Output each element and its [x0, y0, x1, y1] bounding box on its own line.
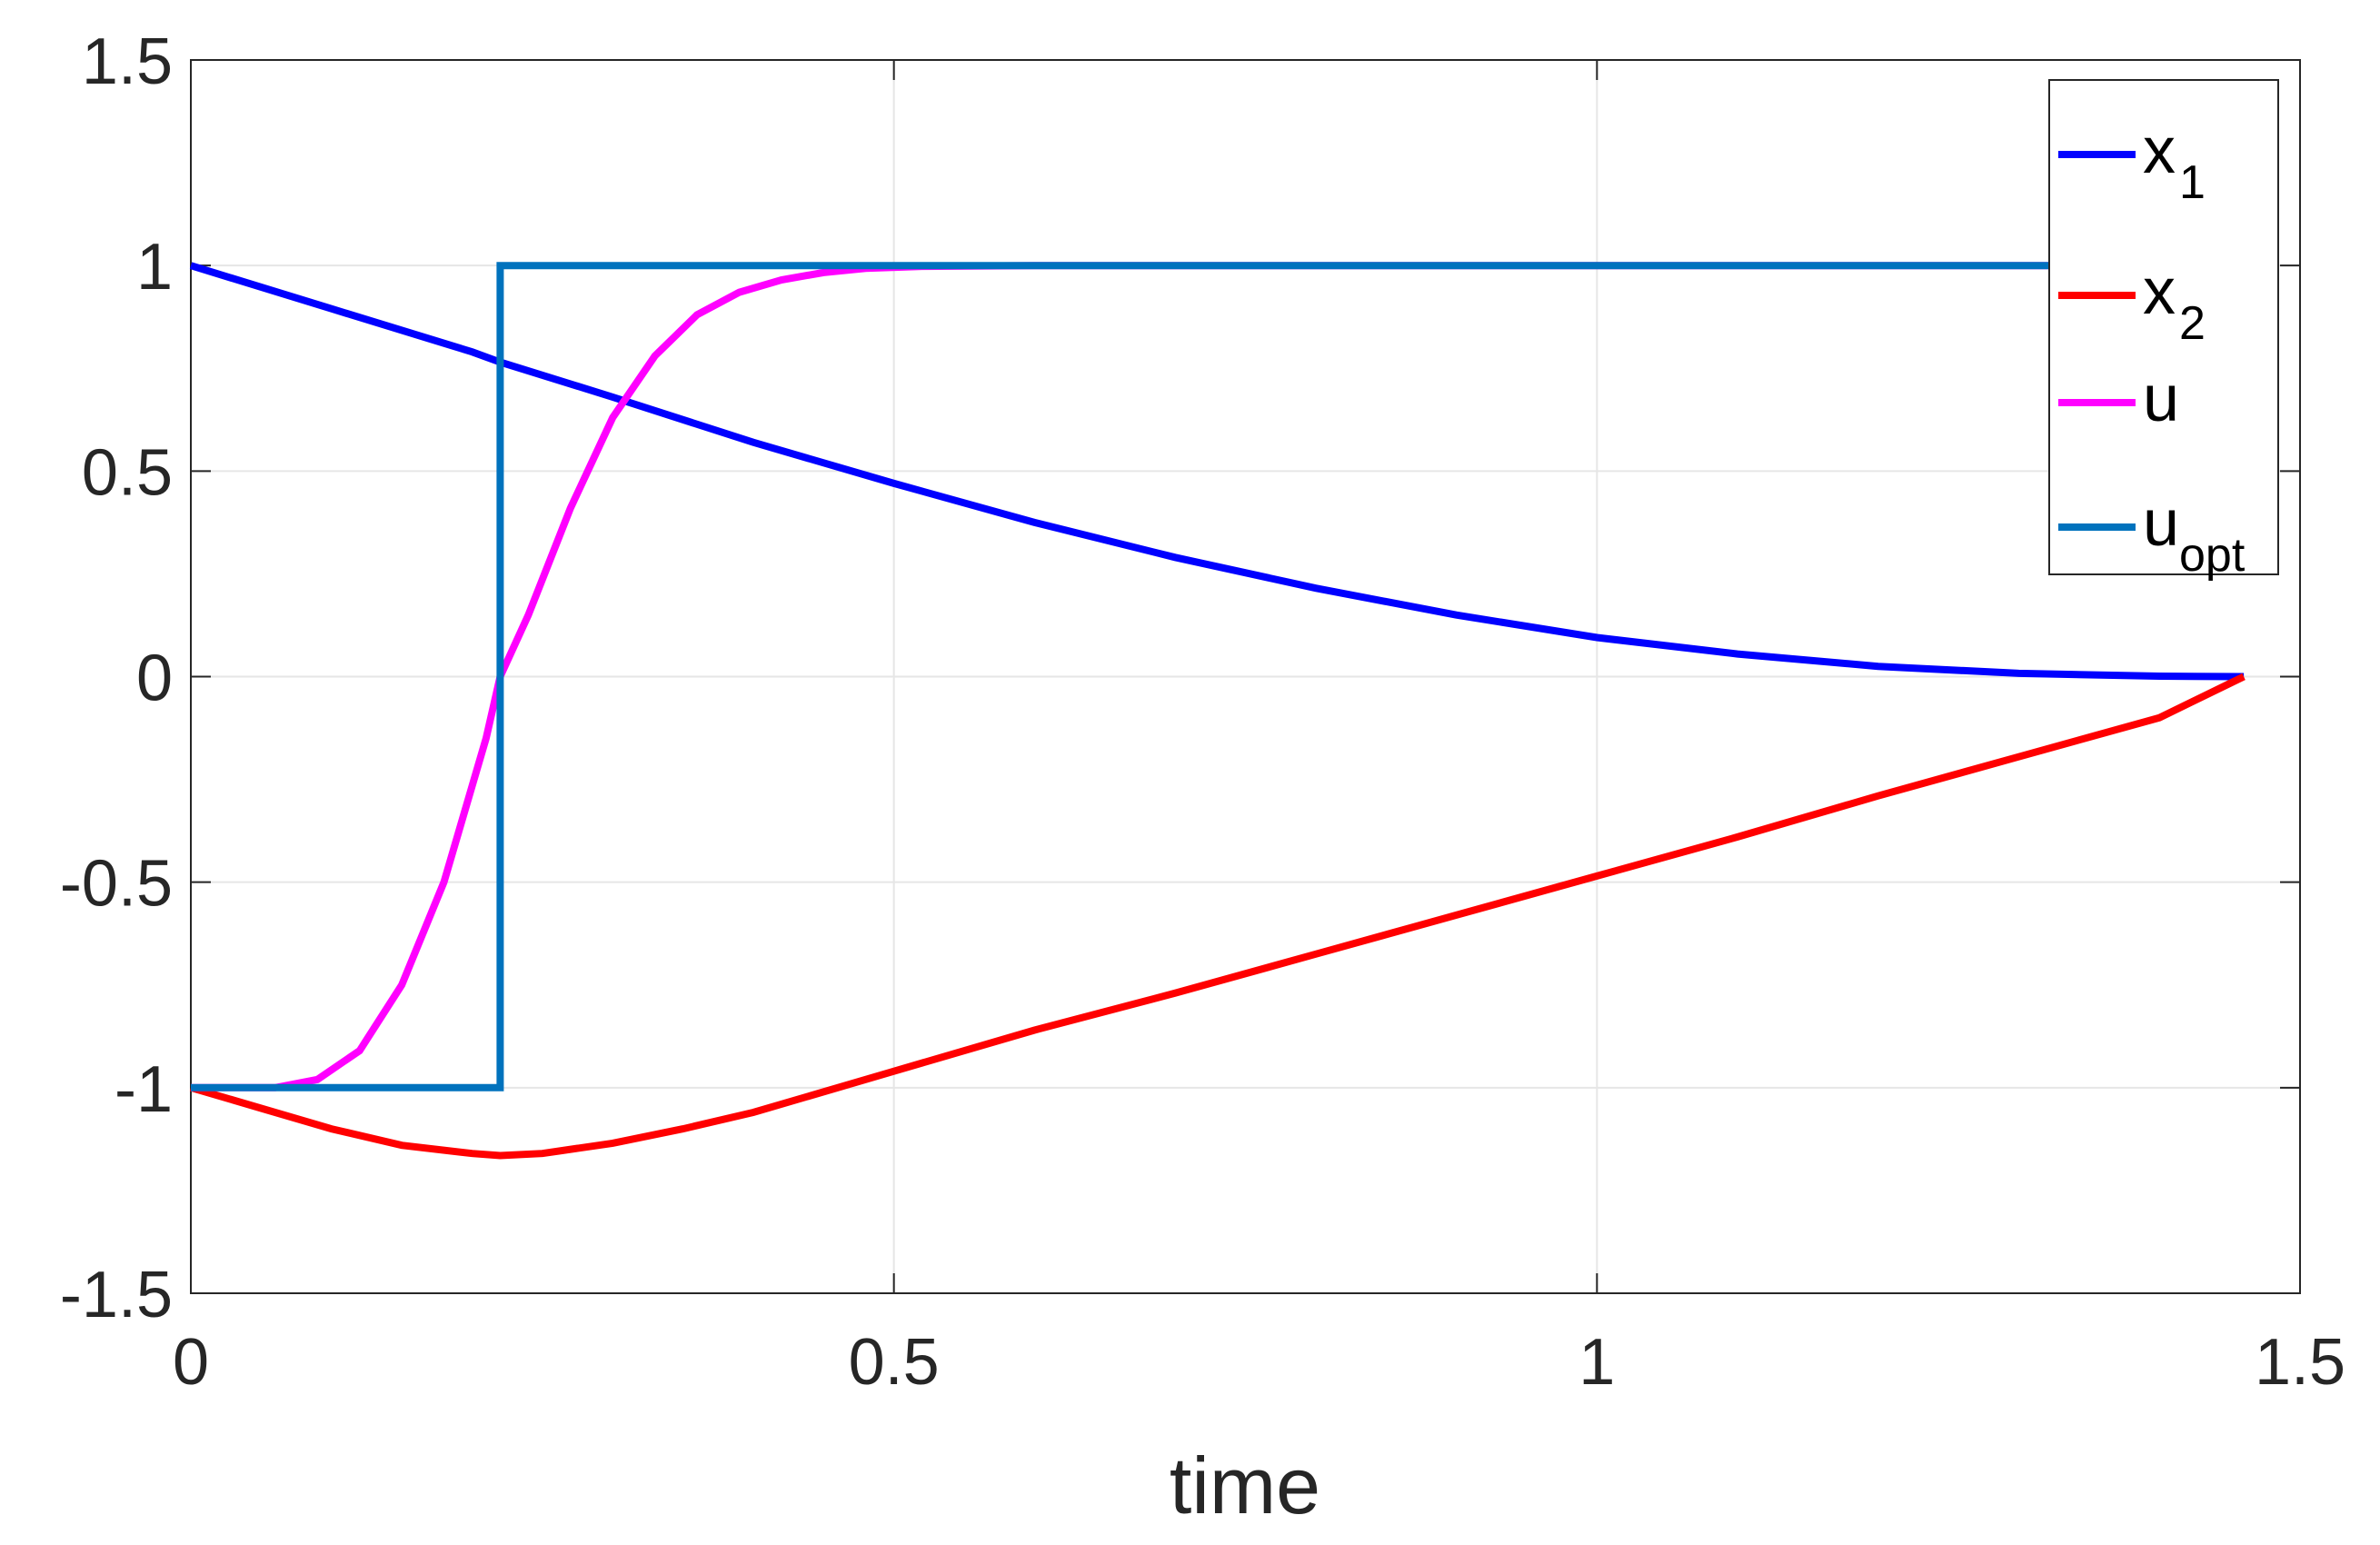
plot-frame — [190, 59, 2301, 1294]
x-tick-label: 1.5 — [2255, 1326, 2345, 1399]
x-axis-label: time — [1170, 1440, 1320, 1530]
x-tick-label: 0 — [173, 1326, 209, 1399]
y-tick-label: -1 — [115, 1053, 173, 1126]
legend-label-4: u — [2143, 487, 2179, 560]
legend: x 1x 2uu opt — [2048, 79, 2279, 582]
legend-label-2: x — [2143, 255, 2176, 328]
legend-subscript-4: opt — [2179, 529, 2246, 582]
x-tick-label: 0.5 — [849, 1326, 940, 1399]
legend-box — [2048, 79, 2279, 575]
y-tick-label: -0.5 — [60, 848, 173, 921]
y-tick-label: 0 — [136, 643, 173, 715]
series-line-3 — [191, 262, 2245, 1091]
y-tick-label: 1.5 — [82, 25, 173, 98]
series-line-1 — [189, 262, 2245, 681]
x-tick-labels: 0 0.5 1 1.5 — [173, 1326, 2345, 1399]
x-tick-label: 1 — [1578, 1326, 1615, 1399]
series-group — [189, 262, 2246, 1160]
series-line-2 — [189, 673, 2246, 1160]
y-tick-label: 0.5 — [82, 436, 173, 509]
legend-label-3: u — [2143, 363, 2179, 435]
y-tick-labels: -1.5 -1 -0.5 0 0.5 1 1.5 — [60, 25, 173, 1331]
y-tick-label: 1 — [136, 231, 173, 304]
legend-subscript-1: 1 — [2179, 156, 2206, 209]
legend-label-1: x — [2143, 115, 2176, 187]
series-line-4 — [191, 262, 2245, 1091]
y-tick-label: -1.5 — [60, 1259, 173, 1331]
legend-subscript-2: 2 — [2179, 297, 2206, 350]
